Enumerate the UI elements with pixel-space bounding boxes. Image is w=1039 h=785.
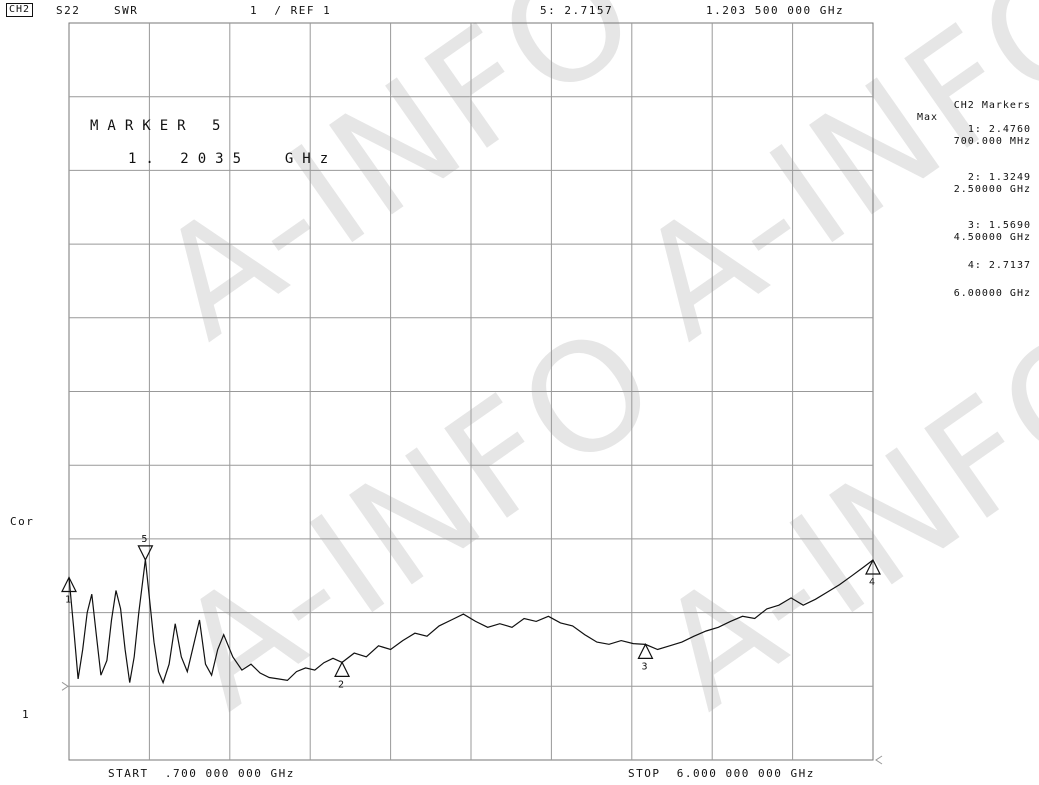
active-marker-frequency: 1.203 500 000 GHz [706,4,845,17]
marker-list-frequency: 4.50000 GHz [953,232,1031,243]
format-label: SWR [114,4,139,17]
trace-line [68,559,874,685]
chart-grid [61,22,883,765]
stop-frequency: STOP 6.000 000 000 GHz [628,767,815,780]
marker-triangle [334,661,351,677]
active-marker-readout: 5: 2.7157 [540,4,614,17]
marker-label: 2 [338,679,344,690]
marker-list-value: 3: 1.5690 [967,220,1031,231]
marker-list-value: 2: 1.3249 [967,172,1031,183]
marker-list: CH2 Markers Max 1: 2.4760 700.000 MHz 2:… [901,100,1031,300]
reference-level-label: 1 [22,708,31,721]
reference-position-indicator [875,755,883,765]
marker-3: 3 [637,643,654,672]
parameter-label: S22 [56,4,81,17]
marker-triangle [637,643,654,659]
marker-label: 4 [869,577,875,588]
marker-label: 1 [65,595,71,606]
marker-triangle [865,558,881,575]
marker-group: 1 2 3 4 5 [61,534,881,690]
marker-5: 5 [137,534,154,562]
start-frequency: START .700 000 000 GHz [108,767,295,780]
marker-triangle [137,545,154,562]
marker-box-title: MARKER 5 [90,118,230,134]
marker-triangle [61,576,77,593]
reference-position-indicator [61,681,69,691]
trace-group [68,559,874,685]
marker-label: 5 [141,534,147,545]
marker-1: 1 [61,576,77,606]
correction-indicator: Cor [10,515,35,528]
marker-list-value: 1: 2.4760 [967,124,1031,135]
channel-label: CH2 [6,3,34,17]
marker-list-value: 4: 2.7137 [967,260,1031,271]
marker-list-frequency: 6.00000 GHz [953,288,1031,299]
marker-4: 4 [865,558,881,588]
marker-list-frequency: 2.50000 GHz [953,184,1031,195]
marker-list-mode: Max [917,112,939,123]
marker-list-frequency: 700.000 MHz [953,136,1031,147]
marker-list-title: CH2 Markers [953,100,1031,111]
marker-box-frequency: 1. 2035 GHz [128,151,338,167]
marker-label: 3 [641,661,647,672]
marker-2: 2 [334,661,351,690]
scale-label: 1 / REF 1 [250,4,332,17]
